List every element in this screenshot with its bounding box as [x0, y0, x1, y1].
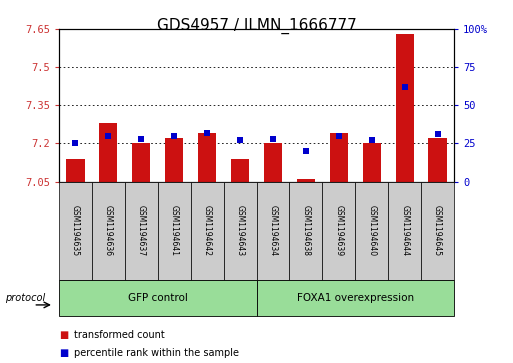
Bar — [256, 280, 454, 316]
Bar — [224, 182, 256, 280]
Text: GFP control: GFP control — [128, 293, 188, 303]
Bar — [132, 143, 150, 182]
Text: GSM1194645: GSM1194645 — [433, 205, 442, 256]
Text: GSM1194637: GSM1194637 — [137, 205, 146, 256]
Bar — [297, 179, 315, 182]
Bar — [66, 159, 85, 182]
Text: FOXA1 overexpression: FOXA1 overexpression — [297, 293, 414, 303]
Text: GSM1194634: GSM1194634 — [268, 205, 278, 256]
Bar — [100, 123, 117, 182]
Bar — [59, 182, 92, 280]
Bar — [330, 133, 348, 182]
Bar — [158, 182, 191, 280]
Bar — [191, 182, 224, 280]
Text: GSM1194644: GSM1194644 — [400, 205, 409, 256]
Bar — [322, 182, 355, 280]
Bar — [256, 182, 289, 280]
Bar — [165, 138, 183, 182]
Text: GSM1194642: GSM1194642 — [203, 205, 212, 256]
Text: transformed count: transformed count — [74, 330, 165, 340]
Text: protocol: protocol — [5, 293, 45, 303]
Bar — [289, 182, 322, 280]
Text: GDS4957 / ILMN_1666777: GDS4957 / ILMN_1666777 — [156, 18, 357, 34]
Bar — [231, 159, 249, 182]
Bar — [363, 143, 381, 182]
Text: GSM1194639: GSM1194639 — [334, 205, 343, 256]
Text: GSM1194640: GSM1194640 — [367, 205, 376, 256]
Bar — [125, 182, 158, 280]
Bar — [421, 182, 454, 280]
Text: GSM1194636: GSM1194636 — [104, 205, 113, 256]
Bar — [59, 280, 256, 316]
Text: GSM1194641: GSM1194641 — [170, 205, 179, 256]
Text: GSM1194643: GSM1194643 — [235, 205, 245, 256]
Text: ■: ■ — [59, 348, 68, 359]
Bar — [396, 34, 413, 182]
Text: GSM1194638: GSM1194638 — [301, 205, 310, 256]
Bar — [92, 182, 125, 280]
Bar — [355, 182, 388, 280]
Text: percentile rank within the sample: percentile rank within the sample — [74, 348, 240, 359]
Bar — [264, 143, 282, 182]
Text: ■: ■ — [59, 330, 68, 340]
Bar — [198, 133, 216, 182]
Text: GSM1194635: GSM1194635 — [71, 205, 80, 256]
Bar — [388, 182, 421, 280]
Bar — [428, 138, 447, 182]
